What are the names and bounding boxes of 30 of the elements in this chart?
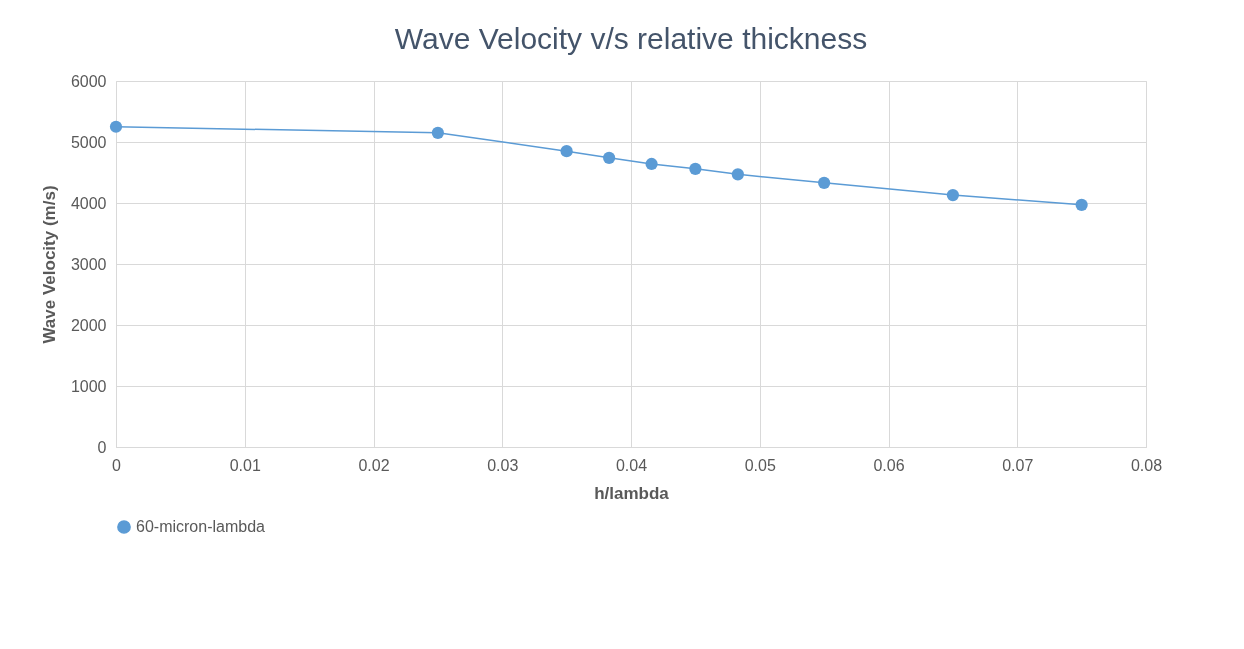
x-tick-label: 0.07 [1002,456,1034,474]
y-axis-title: Wave Velocity (m/s) [39,185,59,344]
point [431,126,444,139]
y-tick-label: 2000 [70,316,107,334]
point [560,145,573,158]
x-tick-label: 0.03 [487,456,519,474]
x-tick-label: 0.05 [744,456,776,474]
x-tick-label: 0.06 [873,456,905,474]
point [731,168,744,181]
point [602,151,616,164]
point [109,120,123,133]
x-axis-title: h/lambda [594,483,670,503]
point [689,162,702,175]
y-tick-label: 4000 [70,194,107,212]
y-tick-label: 3000 [70,255,107,273]
x-tick-label: 0.02 [358,456,390,474]
chart-title: Wave Velocity v/s relative thickness [394,22,868,55]
point [946,188,959,202]
y-tick-label: 1000 [70,377,107,395]
legend-label: 60-micron-lambda [136,518,266,535]
x-tick-label: 0 [112,456,122,474]
x-tick-label: 0.04 [615,456,648,474]
x-tick-label: 0.01 [229,456,261,474]
x-tick-label: 0.08 [1130,456,1163,474]
y-tick-label: 5000 [70,133,107,151]
y-tick-label: 6000 [70,72,107,90]
y-tick-label: 0 [97,438,107,456]
point [818,176,831,189]
point [1075,198,1088,211]
point [645,157,658,171]
